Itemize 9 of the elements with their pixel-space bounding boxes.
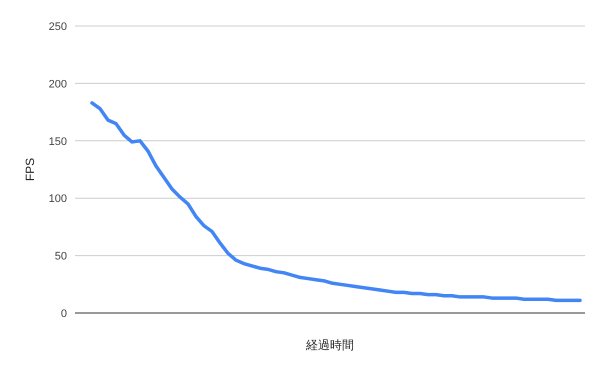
y-tick-label: 250 — [48, 21, 67, 33]
y-tick-label: 0 — [60, 308, 67, 320]
y-tick-label: 50 — [54, 250, 67, 263]
y-tick-label: 200 — [48, 78, 67, 90]
y-tick-label: 100 — [48, 193, 67, 206]
y-axis-title: FPS — [23, 158, 37, 182]
line-series — [90, 101, 582, 302]
y-tick-label: 150 — [48, 136, 67, 148]
x-axis-title: 経過時間 — [305, 338, 354, 352]
